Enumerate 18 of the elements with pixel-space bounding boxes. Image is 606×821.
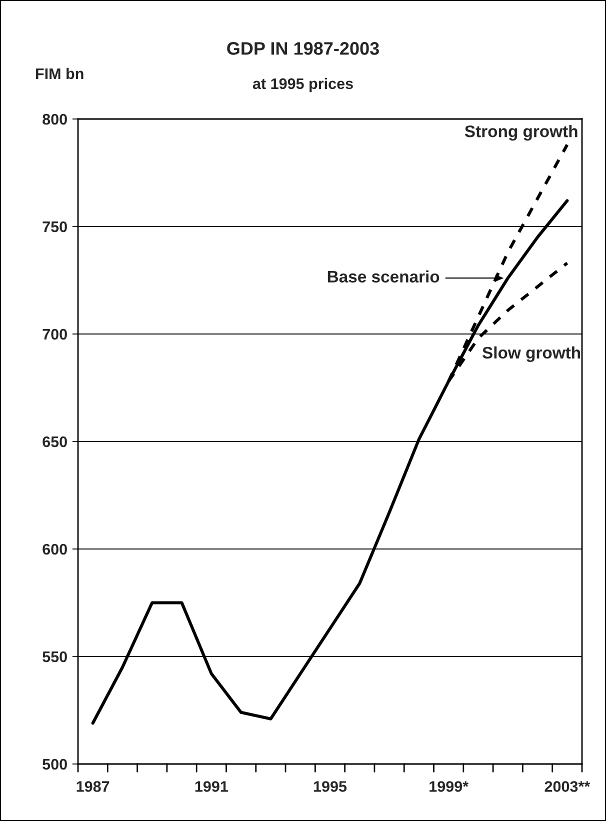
y-tick-label: 550 xyxy=(42,651,67,662)
y-tick-label: 500 xyxy=(42,758,67,770)
x-tick-label: 1991 xyxy=(195,781,228,792)
y-tick-label: 650 xyxy=(42,436,67,448)
y-tick-label: 750 xyxy=(42,221,67,232)
y-tick-label: 800 xyxy=(42,114,67,125)
x-tick-label: 2003** xyxy=(544,781,590,792)
y-axis-title: FIM bn xyxy=(36,68,84,80)
x-tick-label: 1995 xyxy=(314,781,347,792)
y-tick-label: 600 xyxy=(42,544,67,555)
chart-title: GDP IN 1987-2003 xyxy=(227,42,379,55)
series-label: Strong growth xyxy=(464,125,578,141)
x-tick-label: 1987 xyxy=(76,781,110,792)
y-tick-label: 700 xyxy=(42,328,67,340)
annotation: Base scenario xyxy=(328,270,440,283)
chart-subtitle: at 1995 prices xyxy=(252,78,353,92)
x-tick-label: 1999* xyxy=(430,781,469,792)
series-label: Slow growth xyxy=(482,346,580,362)
